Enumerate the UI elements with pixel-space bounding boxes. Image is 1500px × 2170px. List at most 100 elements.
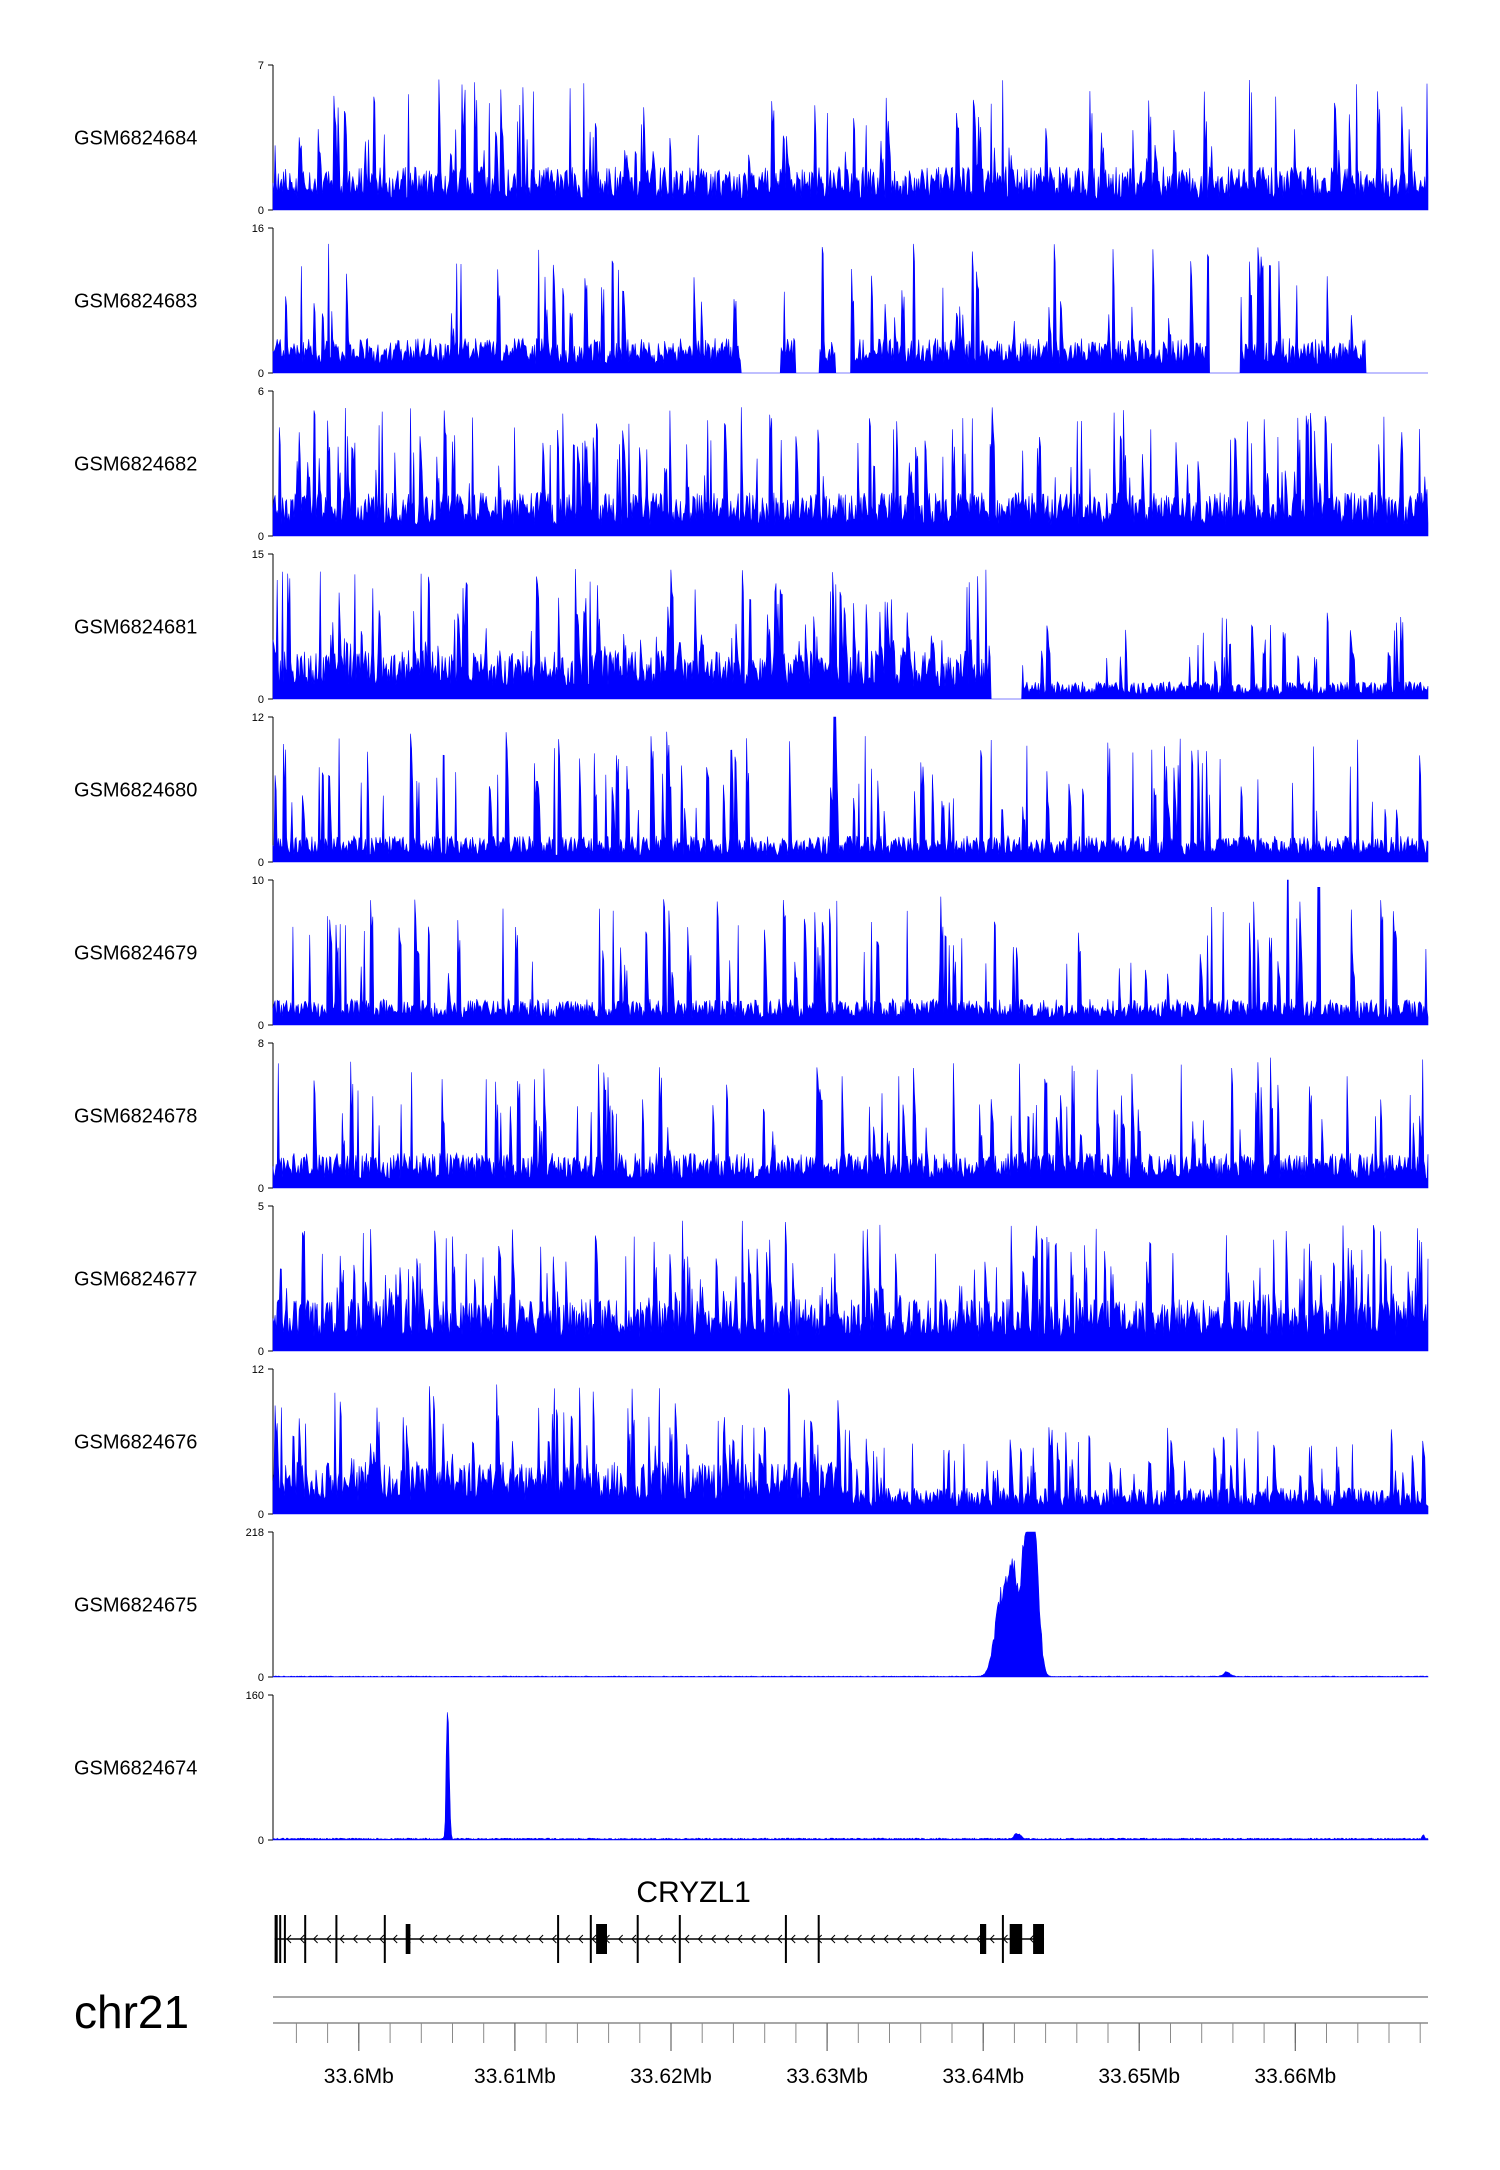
strand-arrow: [976, 1934, 982, 1944]
y-tick-label-max: 160: [246, 1690, 264, 1702]
strand-arrow: [445, 1934, 451, 1944]
strand-arrow: [830, 1934, 836, 1944]
track-label: GSM6824683: [74, 291, 197, 313]
gene-exon: [1033, 1924, 1044, 1954]
track-GSM6824680: GSM6824680 12 0: [74, 712, 1429, 869]
gene-exon: [678, 1915, 681, 1963]
x-tick-label: 33.64Mb: [942, 2065, 1024, 2088]
track-GSM6824676: GSM6824676 12 0: [74, 1364, 1429, 1521]
strand-arrow: [803, 1934, 809, 1944]
strand-arrow: [564, 1934, 571, 1944]
strand-arrow: [485, 1934, 491, 1944]
gene-exon: [283, 1915, 286, 1963]
y-tick-label-max: 10: [252, 875, 264, 887]
coverage-area: [272, 1712, 1429, 1841]
gene-exon: [1001, 1915, 1004, 1963]
genomic-axis: chr21 33.6Mb 33.61Mb 33.62Mb 33.63Mb 33.64Mb 3…: [74, 1986, 1428, 2088]
gene-exon: [335, 1915, 338, 1963]
strand-arrow: [379, 1934, 385, 1944]
strand-arrow: [578, 1934, 584, 1944]
y-tick-label-max: 5: [258, 1201, 264, 1213]
track-GSM6824684: GSM6824684 7 0: [74, 60, 1429, 217]
coverage-area: [272, 1220, 1429, 1352]
strand-arrow: [1029, 1934, 1035, 1944]
coverage-tracks: GSM682468470GSM6824683160GSM682468260GSM…: [74, 60, 1429, 1847]
y-tick-label-max: 12: [252, 1364, 264, 1376]
coverage-area: [272, 243, 1428, 374]
track-label: GSM6824676: [74, 1432, 197, 1454]
coverage-area: [272, 407, 1429, 537]
x-tick-label: 33.61Mb: [474, 2065, 556, 2088]
strand-arrow: [790, 1934, 796, 1944]
track-label: GSM6824677: [74, 1269, 197, 1291]
strand-arrow: [923, 1934, 929, 1944]
gene-exon: [383, 1915, 386, 1963]
y-tick-label-min: 0: [258, 1183, 264, 1195]
track-GSM6824678: GSM6824678 8 0: [74, 1038, 1429, 1195]
gene-exon: [279, 1915, 282, 1963]
y-tick-label-min: 0: [258, 694, 264, 706]
track-GSM6824675: GSM6824675 218 0: [74, 1527, 1429, 1684]
strand-arrow: [472, 1934, 478, 1944]
track-label: GSM6824678: [74, 1106, 197, 1128]
strand-arrow: [312, 1934, 318, 1944]
coverage-area: [272, 1531, 1429, 1678]
strand-arrow: [525, 1934, 531, 1944]
strand-arrow: [418, 1934, 425, 1944]
strand-arrow: [949, 1934, 955, 1944]
strand-arrow: [538, 1934, 544, 1944]
track-label: GSM6824684: [74, 128, 197, 150]
gene-model: CRYZL1: [274, 1876, 1045, 1963]
strand-arrow: [671, 1934, 677, 1944]
strand-arrow: [843, 1934, 849, 1944]
x-tick-label: 33.65Mb: [1098, 2065, 1180, 2088]
strand-arrow: [657, 1934, 663, 1944]
strand-arrow: [617, 1934, 624, 1944]
y-tick-label-min: 0: [258, 368, 264, 380]
strand-arrow: [989, 1934, 995, 1944]
strand-arrow: [591, 1934, 597, 1944]
strand-arrow: [339, 1934, 345, 1944]
strand-arrow: [710, 1934, 716, 1944]
y-tick-label-min: 0: [258, 1020, 264, 1032]
track-label: GSM6824682: [74, 454, 197, 476]
gene-name-label: CRYZL1: [636, 1876, 751, 1909]
strand-arrow: [697, 1934, 703, 1944]
strand-arrow: [962, 1934, 969, 1944]
track-label: GSM6824675: [74, 1595, 197, 1617]
track-GSM6824682: GSM6824682 6 0: [74, 386, 1429, 543]
strand-arrow: [365, 1934, 371, 1944]
y-tick-label-min: 0: [258, 205, 264, 217]
track-label: GSM6824681: [74, 617, 197, 639]
strand-arrow: [631, 1934, 637, 1944]
gene-exon: [274, 1915, 278, 1963]
y-tick-label-max: 218: [246, 1527, 264, 1539]
gene-exon: [636, 1915, 639, 1963]
x-tick-label: 33.6Mb: [324, 2065, 394, 2088]
y-tick-label-min: 0: [258, 1346, 264, 1358]
x-tick-label: 33.62Mb: [630, 2065, 712, 2088]
strand-arrow: [777, 1934, 783, 1944]
track-GSM6824677: GSM6824677 5 0: [74, 1201, 1429, 1358]
gene-exon: [1009, 1924, 1023, 1954]
gene-exon: [980, 1924, 987, 1954]
strand-arrow: [883, 1934, 889, 1944]
gene-exon: [596, 1924, 607, 1954]
strand-arrow: [299, 1934, 305, 1944]
strand-arrow: [763, 1934, 770, 1944]
strand-arrow: [684, 1934, 690, 1944]
gene-exon: [304, 1915, 307, 1963]
chromosome-label: chr21: [74, 1986, 189, 2038]
x-tick-label: 33.63Mb: [786, 2065, 868, 2088]
strand-arrow: [936, 1934, 942, 1944]
y-tick-label-max: 15: [252, 549, 264, 561]
strand-arrow: [551, 1934, 557, 1944]
gene-exon: [405, 1924, 411, 1954]
strand-arrow: [286, 1934, 292, 1944]
strand-arrow: [432, 1934, 438, 1944]
strand-arrow: [856, 1934, 862, 1944]
track-label: GSM6824679: [74, 943, 197, 965]
coverage-area: [272, 879, 1429, 1026]
strand-arrow: [352, 1934, 358, 1944]
